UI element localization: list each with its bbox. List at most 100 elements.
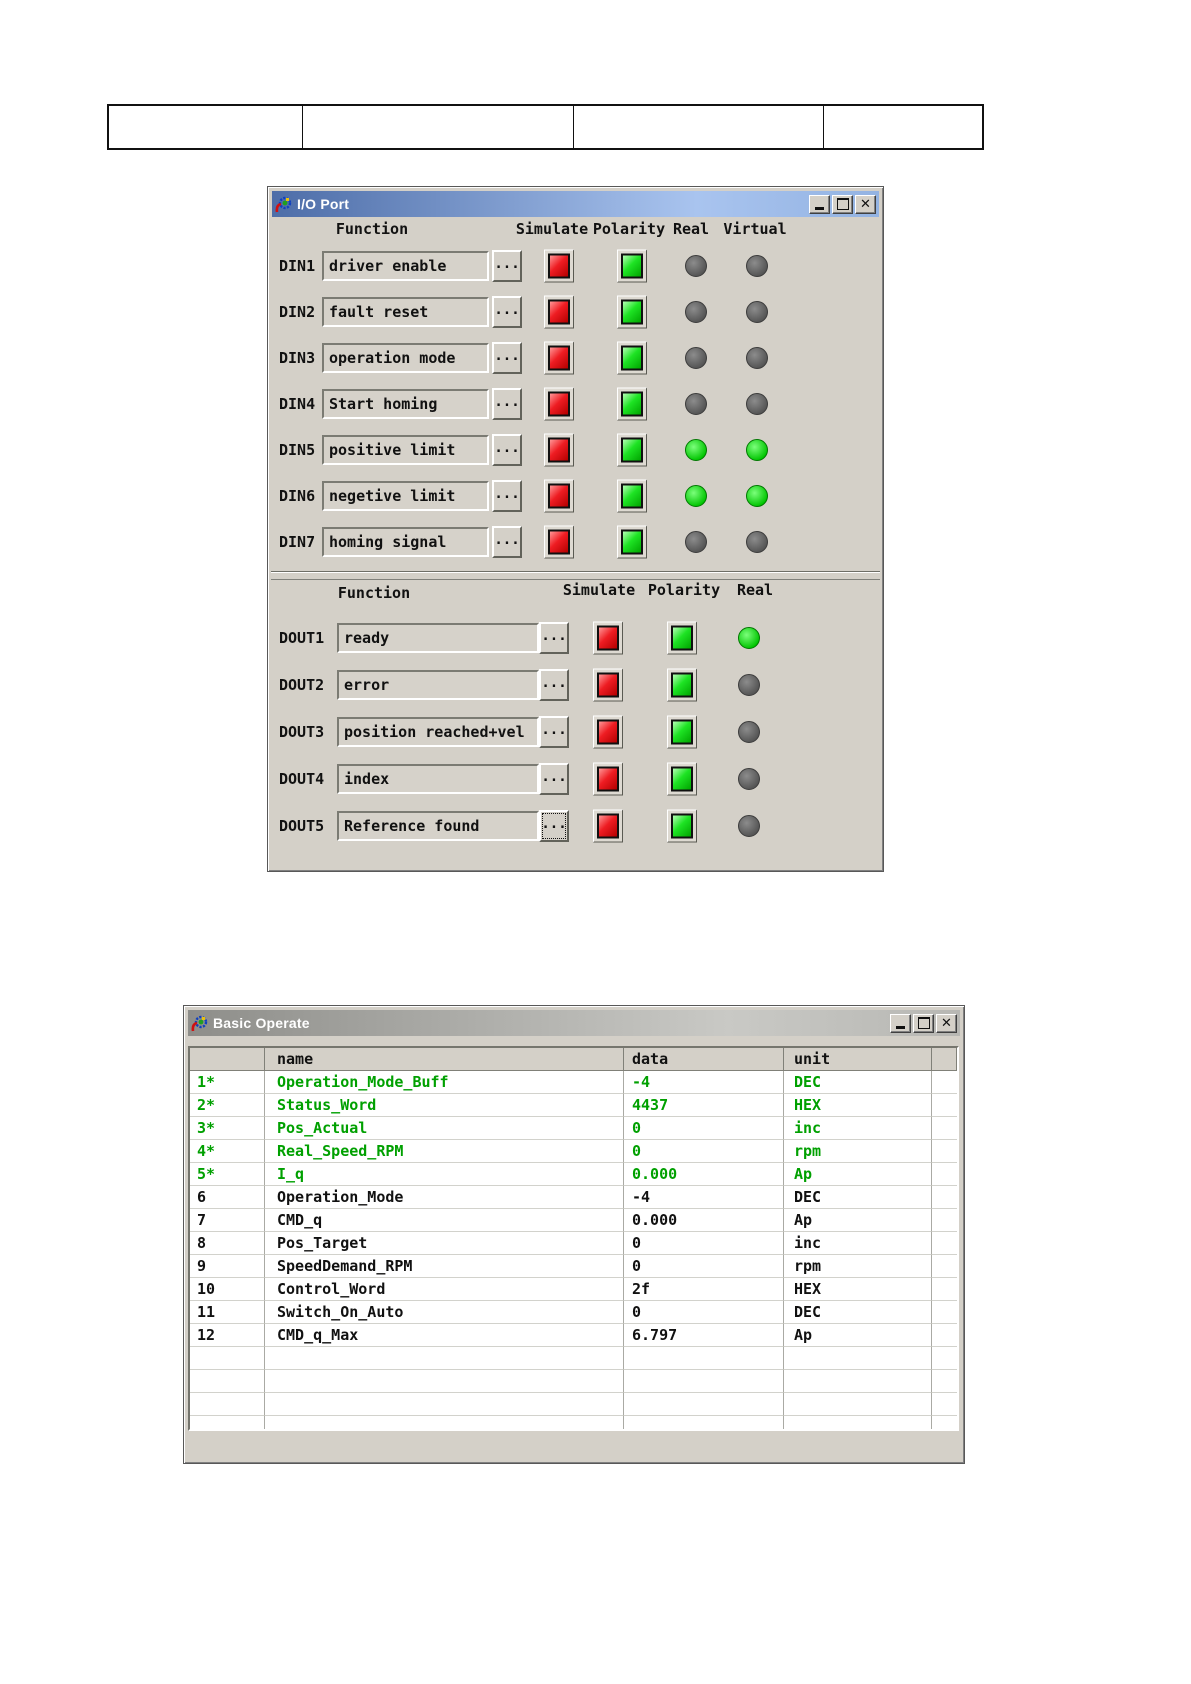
function-input[interactable]: position reached+vel xyxy=(337,716,539,747)
real-indicator xyxy=(685,255,707,277)
simulate-button[interactable] xyxy=(593,668,623,701)
unit-cell xyxy=(784,1370,932,1393)
minimize-button[interactable] xyxy=(809,194,830,214)
browse-button[interactable]: ... xyxy=(492,526,522,558)
din-real-header: Real xyxy=(672,220,710,238)
simulate-button[interactable] xyxy=(593,809,623,842)
data-cell xyxy=(624,1347,784,1370)
browse-button[interactable]: ... xyxy=(492,388,522,420)
table-row[interactable]: 1* Operation_Mode_Buff -4 DEC xyxy=(190,1071,957,1094)
window-title: Basic Operate xyxy=(213,1015,310,1031)
function-input[interactable]: Start homing xyxy=(322,389,489,419)
polarity-button[interactable] xyxy=(617,479,647,513)
polarity-button[interactable] xyxy=(617,249,647,283)
table-row[interactable]: 2* Status_Word 4437 HEX xyxy=(190,1094,957,1117)
dout-label: DOUT4 xyxy=(279,769,325,788)
extra-cell xyxy=(932,1370,957,1393)
din-virtual-header: Virtual xyxy=(723,220,787,238)
function-input[interactable]: Reference found xyxy=(337,810,539,841)
polarity-button[interactable] xyxy=(667,668,697,701)
io-port-titlebar[interactable]: I/O Port ✕ xyxy=(272,191,879,217)
function-input[interactable]: negetive limit xyxy=(322,481,489,511)
browse-button[interactable]: ... xyxy=(539,809,569,842)
data-cell: 2f xyxy=(624,1278,784,1301)
unit-cell: inc xyxy=(784,1117,932,1140)
real-indicator xyxy=(685,531,707,553)
polarity-button[interactable] xyxy=(617,387,647,421)
din-label: DIN1 xyxy=(279,257,316,275)
browse-button[interactable]: ... xyxy=(492,480,522,512)
table-row[interactable]: 8 Pos_Target 0 inc xyxy=(190,1232,957,1255)
polarity-button[interactable] xyxy=(617,433,647,467)
polarity-button[interactable] xyxy=(667,762,697,795)
function-input[interactable]: homing signal xyxy=(322,527,489,557)
extra-cell xyxy=(932,1301,957,1324)
name-cell: Switch_On_Auto xyxy=(265,1301,624,1324)
browse-button[interactable]: ... xyxy=(539,715,569,748)
table-row[interactable]: 3* Pos_Actual 0 inc xyxy=(190,1117,957,1140)
simulate-button[interactable] xyxy=(544,341,574,375)
simulate-button[interactable] xyxy=(544,525,574,559)
close-button[interactable]: ✕ xyxy=(855,194,876,214)
polarity-button[interactable] xyxy=(617,525,647,559)
top-table-cell xyxy=(303,106,574,148)
extra-cell xyxy=(932,1255,957,1278)
function-input[interactable]: error xyxy=(337,669,539,700)
simulate-red-led-icon xyxy=(597,766,619,791)
table-row[interactable]: 9 SpeedDemand_RPM 0 rpm xyxy=(190,1255,957,1278)
table-row[interactable]: 6 Operation_Mode -4 DEC xyxy=(190,1186,957,1209)
browse-button[interactable]: ... xyxy=(539,668,569,701)
table-row[interactable]: 7 CMD_q 0.000 Ap xyxy=(190,1209,957,1232)
polarity-button[interactable] xyxy=(617,295,647,329)
function-input[interactable]: ready xyxy=(337,622,539,653)
extra-cell xyxy=(932,1209,957,1232)
dout-function-header: Function xyxy=(337,584,411,602)
virtual-indicator xyxy=(746,485,768,507)
real-indicator xyxy=(685,439,707,461)
simulate-button[interactable] xyxy=(593,621,623,654)
polarity-green-led-icon xyxy=(621,253,643,279)
table-row[interactable]: 4* Real_Speed_RPM 0 rpm xyxy=(190,1140,957,1163)
simulate-button[interactable] xyxy=(544,479,574,513)
unit-cell: Ap xyxy=(784,1324,932,1347)
window-buttons: ✕ xyxy=(890,1013,957,1033)
polarity-button[interactable] xyxy=(617,341,647,375)
row-number-cell: 3* xyxy=(190,1117,265,1140)
maximize-button[interactable] xyxy=(913,1013,934,1033)
browse-button[interactable]: ... xyxy=(492,434,522,466)
polarity-button[interactable] xyxy=(667,715,697,748)
close-icon: ✕ xyxy=(941,1015,952,1031)
data-cell: 0 xyxy=(624,1301,784,1324)
function-input[interactable]: operation mode xyxy=(322,343,489,373)
simulate-button[interactable] xyxy=(593,762,623,795)
basic-operate-titlebar[interactable]: Basic Operate ✕ xyxy=(188,1010,960,1036)
table-row[interactable]: 5* I_q 0.000 Ap xyxy=(190,1163,957,1186)
function-input[interactable]: positive limit xyxy=(322,435,489,465)
browse-button[interactable]: ... xyxy=(492,296,522,328)
polarity-button[interactable] xyxy=(667,809,697,842)
data-cell: 4437 xyxy=(624,1094,784,1117)
polarity-button[interactable] xyxy=(667,621,697,654)
table-row[interactable]: 10 Control_Word 2f HEX xyxy=(190,1278,957,1301)
browse-button[interactable]: ... xyxy=(492,342,522,374)
minimize-button[interactable] xyxy=(890,1013,911,1033)
simulate-button[interactable] xyxy=(544,249,574,283)
function-input[interactable]: index xyxy=(337,763,539,794)
function-input[interactable]: fault reset xyxy=(322,297,489,327)
data-cell xyxy=(624,1393,784,1416)
maximize-button[interactable] xyxy=(832,194,853,214)
browse-button[interactable]: ... xyxy=(492,250,522,282)
simulate-button[interactable] xyxy=(544,295,574,329)
browse-button[interactable]: ... xyxy=(539,762,569,795)
simulate-button[interactable] xyxy=(544,433,574,467)
din-row: DIN7 homing signal ... xyxy=(271,519,880,565)
close-button[interactable]: ✕ xyxy=(936,1013,957,1033)
name-cell: Control_Word xyxy=(265,1278,624,1301)
browse-button[interactable]: ... xyxy=(539,621,569,654)
simulate-button[interactable] xyxy=(593,715,623,748)
function-input[interactable]: driver enable xyxy=(322,251,489,281)
table-row[interactable]: 11 Switch_On_Auto 0 DEC xyxy=(190,1301,957,1324)
table-row[interactable]: 12 CMD_q_Max 6.797 Ap xyxy=(190,1324,957,1347)
real-indicator xyxy=(685,301,707,323)
simulate-button[interactable] xyxy=(544,387,574,421)
